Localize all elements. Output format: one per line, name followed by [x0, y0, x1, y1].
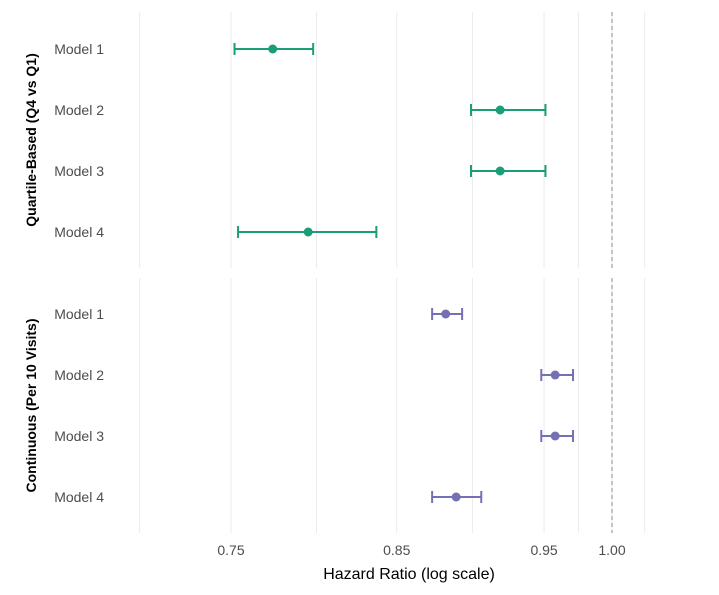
x-tick-label: 1.00 [598, 542, 625, 558]
x-tick-label: 0.75 [217, 542, 244, 558]
estimate-point [550, 431, 560, 441]
category-label: Model 2 [54, 102, 104, 118]
category-label: Model 1 [54, 41, 104, 57]
facet-title: Quartile-Based (Q4 vs Q1) [23, 53, 39, 227]
x-tick-label: 0.95 [530, 542, 557, 558]
labels-layer: Quartile-Based (Q4 vs Q1) Model 1 Model 2 M… [23, 41, 626, 558]
estimate-point [303, 227, 313, 237]
facet-title: Continuous (Per 10 Visits) [23, 319, 39, 493]
category-label: Model 3 [54, 163, 104, 179]
category-label: Model 3 [54, 428, 104, 444]
estimate-point [495, 166, 505, 176]
estimate-point [441, 309, 451, 319]
category-label: Model 1 [54, 306, 104, 322]
estimate-point [495, 105, 505, 115]
category-label: Model 2 [54, 367, 104, 383]
grid-layer [139, 12, 646, 533]
category-label: Model 4 [54, 489, 104, 505]
estimate-point [550, 370, 560, 380]
category-label: Model 4 [54, 224, 104, 240]
x-tick-label: 0.85 [383, 542, 410, 558]
estimate-point [451, 492, 461, 502]
estimate-point [268, 44, 278, 54]
marks-layer [233, 43, 575, 503]
x-axis-title: Hazard Ratio (log scale) [323, 566, 495, 583]
